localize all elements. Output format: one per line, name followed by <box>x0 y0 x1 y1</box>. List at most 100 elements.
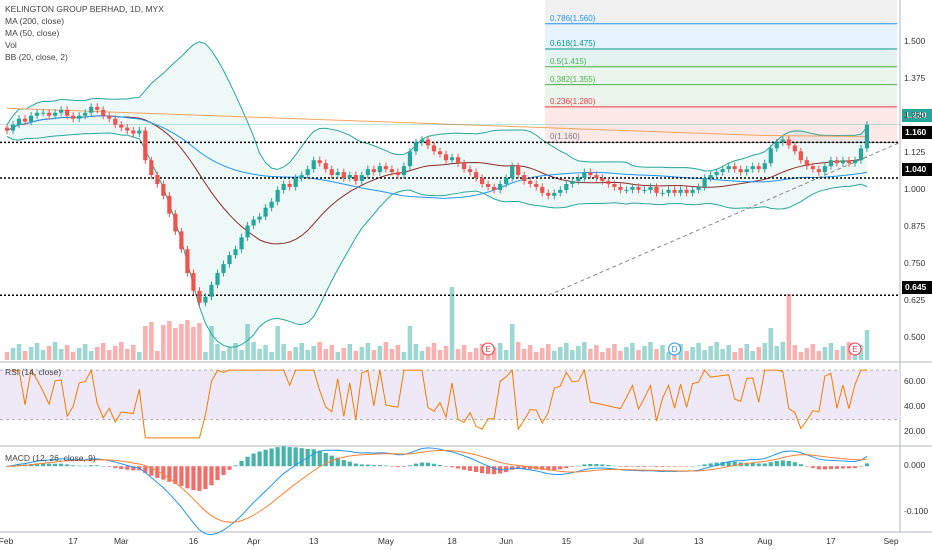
fib-zone <box>545 48 897 67</box>
volume-bar <box>323 349 329 360</box>
macd-histogram-bar <box>149 466 154 476</box>
x-tick-label: May <box>377 536 394 546</box>
macd-histogram-bar <box>696 465 701 467</box>
macd-histogram-bar <box>161 466 166 480</box>
ma50-legend: MA (50, close) <box>5 28 60 38</box>
candle-body <box>185 249 190 273</box>
candle-body <box>419 139 425 143</box>
candle-body <box>612 183 617 187</box>
macd-histogram-bar <box>227 466 232 470</box>
candle-body <box>449 157 455 161</box>
candle-body <box>335 172 340 176</box>
macd-histogram-bar <box>95 465 100 467</box>
x-tick-label: 18 <box>447 536 457 546</box>
trend-line <box>548 141 901 296</box>
candle-body <box>744 169 749 173</box>
candle-body <box>666 189 671 193</box>
volume-bar <box>401 352 407 360</box>
macd-histogram-bar <box>167 466 172 482</box>
macd-histogram-bar <box>684 466 689 467</box>
macd-histogram-bar <box>774 461 779 467</box>
macd-histogram-bar <box>311 449 316 467</box>
candle-body <box>305 169 310 176</box>
candle-body <box>492 186 497 190</box>
macd-histogram-bar <box>816 466 821 470</box>
macd-histogram-bar <box>558 466 563 470</box>
bb-band-upper <box>6 41 868 172</box>
candle-body <box>852 160 858 164</box>
volume-bar <box>335 352 341 360</box>
macd-histogram-bar <box>678 466 683 467</box>
volume-bar <box>100 343 106 360</box>
volume-bar <box>46 346 52 360</box>
price-tick-label: 1.000 <box>904 183 926 194</box>
candle-body <box>16 118 22 125</box>
macd-histogram-bar <box>353 463 358 467</box>
event-marker <box>481 342 495 356</box>
volume-bar <box>678 344 683 360</box>
volume-bar <box>690 347 695 360</box>
macd-histogram-bar <box>449 466 455 468</box>
event-marker <box>848 342 862 356</box>
candle-body <box>173 213 178 232</box>
candle-body <box>624 189 629 191</box>
macd-histogram-bar <box>732 461 737 467</box>
candle-body <box>486 183 491 187</box>
macd-histogram-bar <box>522 466 527 470</box>
candle-body <box>227 255 232 265</box>
volume-bar <box>582 342 587 360</box>
volume-bar <box>317 342 323 360</box>
candle-body <box>762 163 767 170</box>
macd-histogram-bar <box>756 463 761 467</box>
price-tick-label: 1.375 <box>904 72 926 83</box>
candle-body <box>756 166 761 170</box>
candle-body <box>660 192 665 194</box>
volume-bar <box>750 351 756 360</box>
macd-histogram-bar <box>377 465 382 467</box>
candle-body <box>377 166 382 173</box>
candle-body <box>816 169 821 173</box>
candle-body <box>780 139 785 143</box>
candle-body <box>606 181 611 184</box>
signal-line <box>6 449 868 523</box>
volume-bar <box>630 343 635 360</box>
candle-body <box>46 112 52 116</box>
price-tick-label: 1.500 <box>904 35 926 46</box>
volume-bar <box>106 350 112 360</box>
candle-body <box>107 115 112 119</box>
macd-histogram-bar <box>257 451 262 467</box>
macd-histogram-bar <box>209 466 214 486</box>
candle-body <box>792 145 797 152</box>
volume-bar <box>22 351 28 360</box>
fib-zone <box>545 0 897 24</box>
candle-body <box>846 160 852 164</box>
fib-label: 0(1.160) <box>550 132 580 142</box>
volume-bar <box>780 342 786 360</box>
volume-bar <box>293 347 298 360</box>
candle-body <box>437 151 443 155</box>
volume-bar <box>810 344 816 360</box>
candle-body <box>347 175 352 179</box>
volume-bar <box>557 347 563 360</box>
macd-histogram-bar <box>576 465 581 467</box>
candle-body <box>113 118 118 125</box>
candle-body <box>34 112 40 116</box>
macd-histogram-bar <box>437 464 443 467</box>
candle-body <box>570 181 575 184</box>
volume-bar <box>173 328 178 360</box>
volume-bar <box>684 351 689 360</box>
macd-histogram-bar <box>71 465 76 467</box>
macd-histogram-bar <box>101 466 106 467</box>
price-tick-label: 0.500 <box>904 332 926 343</box>
candle-body <box>678 189 683 193</box>
macd-histogram-bar <box>155 466 160 478</box>
macd-histogram-bar <box>708 463 713 467</box>
volume-bar <box>588 349 593 360</box>
macd-histogram-bar <box>407 465 413 467</box>
macd-histogram-bar <box>588 463 593 467</box>
volume-bar <box>359 347 365 360</box>
symbol-title: KELINGTON GROUP BERHAD, 1D, MYX <box>5 4 164 14</box>
candle-body <box>167 195 172 214</box>
volume-bar <box>858 345 864 360</box>
candle-body <box>71 115 76 119</box>
